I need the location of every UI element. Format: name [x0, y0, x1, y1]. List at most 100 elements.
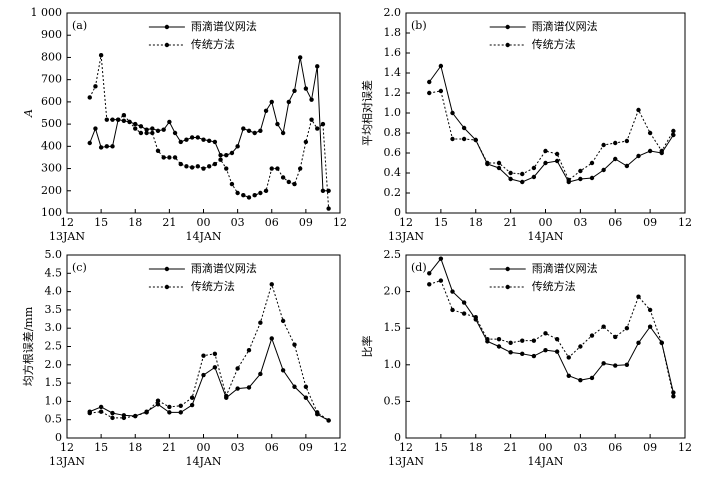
- series-line: [428, 64, 674, 183]
- y-tick-label: 3.0: [45, 321, 63, 334]
- data-point: [246, 347, 252, 353]
- data-point: [155, 148, 161, 153]
- series-line: [429, 90, 674, 181]
- data-point: [496, 165, 502, 171]
- x-tick-label: 12: [60, 216, 74, 229]
- data-point: [671, 394, 676, 399]
- data-point: [438, 63, 444, 69]
- data-point: [438, 88, 444, 94]
- data-point: [485, 160, 490, 166]
- series-line: [428, 257, 674, 393]
- x-tick-label: 18: [128, 216, 142, 229]
- data-point: [258, 128, 263, 133]
- data-point: [647, 307, 653, 313]
- data-point: [212, 365, 218, 370]
- data-point: [450, 289, 455, 294]
- data-point: [252, 130, 257, 136]
- x-tick-label: 12: [678, 441, 692, 454]
- data-point: [636, 153, 641, 159]
- legend-marker: [505, 24, 510, 30]
- data-point: [303, 384, 309, 389]
- data-point: [224, 393, 229, 399]
- data-point: [184, 137, 189, 142]
- data-point: [235, 190, 240, 196]
- data-point: [292, 181, 297, 187]
- legend-marker: [164, 42, 170, 48]
- legend-label: 传统方法: [191, 37, 235, 51]
- x-tick-label: 09: [299, 216, 313, 229]
- data-point: [473, 137, 478, 143]
- y-tick-label: 1.0: [384, 358, 402, 371]
- data-point: [252, 193, 257, 198]
- series-line: [89, 336, 329, 421]
- y-tick-label: 300: [41, 162, 62, 175]
- data-point: [246, 195, 252, 200]
- data-point: [473, 315, 478, 320]
- data-point: [167, 155, 172, 160]
- data-point: [543, 331, 548, 336]
- data-point: [320, 188, 326, 193]
- data-point: [87, 95, 92, 100]
- data-point: [133, 413, 138, 419]
- data-point: [601, 167, 606, 173]
- x-tick-label: 06: [265, 441, 279, 454]
- x-tick-label: 06: [265, 216, 279, 229]
- data-point: [531, 174, 537, 180]
- data-point: [212, 161, 218, 167]
- data-point: [326, 206, 331, 211]
- data-point: [110, 410, 115, 416]
- data-point: [258, 190, 263, 196]
- data-point: [110, 144, 115, 149]
- x-tick-label: 03: [573, 441, 587, 454]
- data-point: [161, 127, 166, 132]
- data-point: [115, 117, 121, 122]
- data-point: [309, 97, 314, 102]
- data-point: [150, 130, 155, 136]
- data-point: [554, 151, 560, 157]
- y-tick-label: 0: [55, 431, 62, 444]
- data-point: [206, 164, 212, 169]
- data-point: [485, 336, 490, 342]
- data-point: [461, 136, 467, 142]
- data-point: [647, 148, 653, 154]
- data-point: [269, 282, 274, 287]
- data-point: [121, 415, 127, 421]
- data-point: [172, 155, 178, 160]
- data-point: [161, 155, 166, 160]
- legend-marker: [164, 284, 170, 290]
- data-point: [427, 79, 432, 85]
- data-point: [578, 377, 583, 383]
- data-point: [269, 166, 274, 171]
- data-point: [246, 128, 252, 133]
- data-point: [292, 88, 297, 93]
- data-point: [508, 350, 513, 355]
- data-point: [189, 402, 195, 408]
- y-tick-label: 1.6: [384, 46, 402, 59]
- legend-marker: [505, 42, 510, 48]
- data-point: [155, 398, 161, 403]
- data-point: [427, 271, 432, 276]
- data-point: [98, 53, 104, 58]
- data-point: [520, 179, 525, 185]
- data-point: [613, 334, 618, 340]
- data-point: [601, 142, 606, 148]
- data-point: [269, 336, 274, 341]
- data-point: [659, 340, 664, 346]
- data-point: [543, 347, 548, 353]
- data-point: [496, 160, 502, 166]
- data-point: [138, 130, 144, 136]
- data-point: [578, 176, 583, 182]
- data-point: [269, 99, 274, 105]
- legend-label: 传统方法: [191, 279, 235, 293]
- x-tick-label: 09: [299, 441, 313, 454]
- data-point: [138, 124, 144, 129]
- data-point: [167, 404, 172, 410]
- data-point: [508, 176, 513, 182]
- data-point: [508, 170, 513, 176]
- x-date-label: 14JAN: [186, 230, 222, 243]
- y-tick-label: 0.5: [384, 394, 402, 407]
- data-point: [229, 181, 235, 187]
- legend-marker: [505, 284, 510, 290]
